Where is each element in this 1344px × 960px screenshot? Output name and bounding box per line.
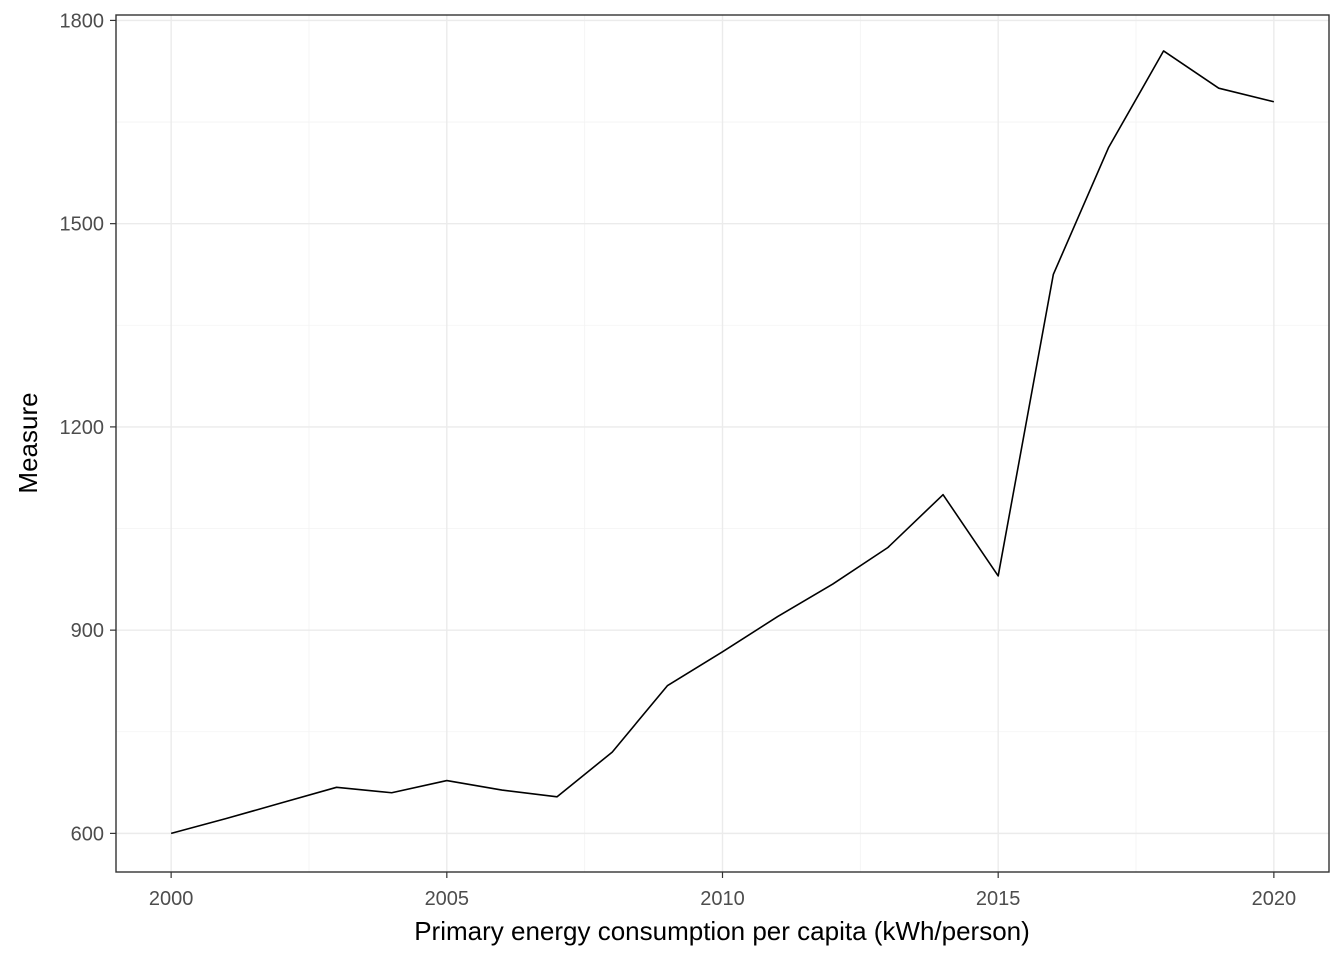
x-axis-ticks: 2000 2005 2010 2015 2020 — [149, 872, 1296, 910]
x-tick-label: 2020 — [1252, 888, 1297, 910]
y-axis-ticks: 600 900 1200 1500 1800 — [60, 10, 116, 845]
y-tick-label: 1800 — [60, 10, 105, 32]
series-line — [170, 50, 1275, 835]
x-tick-label: 2005 — [425, 888, 470, 910]
x-tick-label: 2015 — [976, 888, 1021, 910]
y-tick-label: 600 — [71, 823, 104, 845]
y-tick-label: 1200 — [60, 417, 105, 439]
y-tick-label: 900 — [71, 620, 104, 642]
y-axis-title: Measure — [13, 392, 43, 493]
x-axis-title: Primary energy consumption per capita (k… — [414, 916, 1030, 946]
y-tick-label: 1500 — [60, 214, 105, 236]
major-gridlines — [116, 15, 1329, 872]
x-tick-label: 2010 — [700, 888, 745, 910]
x-tick-label: 2000 — [149, 888, 194, 910]
